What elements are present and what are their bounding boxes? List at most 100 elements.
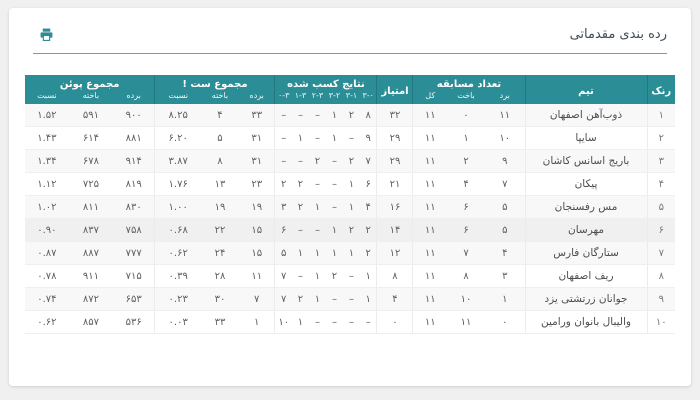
cell-score: ۳۲ [376, 104, 413, 127]
table-row: ۱۰ والیبال بانوان ورامین ۰ ۱۱ ۱۱ ۰– – – –۱ ۱۰ ۱ ۳۳ ۰… [24, 310, 675, 334]
cell-r31: ۱ [342, 195, 360, 219]
cell-team: ریف اصفهان [524, 264, 647, 288]
header-result-3-0: ۳-۰ [359, 91, 377, 104]
cell-r13: – [291, 104, 309, 127]
cell-total: ۱۱ [412, 126, 447, 150]
cell-r30: ۷ [359, 149, 377, 173]
cell-r32: ۲ [325, 264, 343, 288]
cell-r23: – [308, 310, 326, 334]
cell-rank: ۶ [646, 218, 675, 242]
table-row: ۹ جوانان زرتشتی یزد ۱ ۱۰ ۱۱ ۴ ۱– –۱ ۲ ۷ ۷ ۳۰ ۰.۲۳ ۶۵۳… [24, 287, 675, 311]
cell-r23: ۱ [308, 287, 326, 311]
cell-score: ۰ [376, 310, 413, 334]
header-sets-lost: باخته [200, 91, 239, 104]
cell-team: جوانان زرتشتی یزد [524, 287, 647, 311]
cell-sets_ratio: ۰.۳۹ [154, 264, 201, 288]
cell-win: ۹ [485, 149, 525, 173]
cell-loss: ۸ [447, 264, 485, 288]
cell-r03: ۷ [274, 287, 292, 311]
cell-r13: – [291, 149, 309, 173]
cell-r03: ۵ [274, 241, 292, 265]
cell-r32: ۱ [325, 218, 343, 242]
cell-pts_lost: ۵۹۱ [68, 104, 113, 127]
header-score: امتیاز [376, 75, 413, 104]
cell-total: ۱۱ [412, 104, 447, 127]
cell-pts_ratio: ۰.۷۸ [24, 264, 69, 288]
cell-loss: ۲ [447, 149, 485, 173]
cell-rank: ۱ [646, 104, 675, 127]
cell-pts_lost: ۸۵۷ [68, 310, 113, 334]
standings-table: رنک تیم تعداد مسابقه امتیاز نتایج کسب شد… [24, 75, 675, 334]
cell-total: ۱۱ [412, 287, 447, 311]
header-matches-group: تعداد مسابقه [412, 75, 525, 91]
cell-sets_ratio: ۰.۰۳ [154, 310, 201, 334]
cell-r32: ۱ [325, 104, 343, 127]
cell-team: پیکان [524, 172, 647, 196]
cell-rank: ۳ [646, 149, 675, 173]
cell-r30: ۸ [359, 104, 377, 127]
cell-pts_won: ۷۷۷ [112, 241, 155, 265]
cell-r03: ۷ [274, 264, 292, 288]
standings-body: ۱ ذوب‌آهن اصفهان ۱۱ ۰ ۱۱ ۳۲ ۸ ۲ ۱– – –۳۳ ۴ ۸.۲۵ ۹۰۰ ۵۹… [24, 104, 675, 334]
cell-rank: ۸ [646, 264, 675, 288]
cell-loss: ۱ [447, 126, 485, 150]
cell-sets_won: ۷ [238, 287, 275, 311]
cell-pts_won: ۸۳۰ [112, 195, 155, 219]
cell-r13: ۲ [291, 195, 309, 219]
cell-score: ۸ [376, 264, 413, 288]
cell-r23: – [308, 104, 326, 127]
cell-pts_won: ۵۳۶ [112, 310, 155, 334]
header-results-group: نتایج کسب شده [274, 75, 377, 91]
cell-pts_won: ۶۵۳ [112, 287, 155, 311]
cell-pts_won: ۸۸۱ [112, 126, 155, 150]
cell-total: ۱۱ [412, 195, 447, 219]
table-row: ۳ باریج اسانس کاشان ۹ ۲ ۱۱ ۲۹ ۷ ۲–۲– –۳۱ ۸ ۳.۸۷ ۹۱۴… [24, 149, 675, 173]
cell-sets_lost: ۱۹ [200, 195, 239, 219]
cell-pts_lost: ۸۷۲ [68, 287, 113, 311]
cell-sets_ratio: ۳.۸۷ [154, 149, 201, 173]
print-button[interactable] [37, 25, 56, 44]
cell-total: ۱۱ [412, 172, 447, 196]
cell-pts_ratio: ۰.۹۰ [24, 218, 69, 242]
cell-r32: ۱ [325, 241, 343, 265]
cell-r30: ۱ [359, 287, 377, 311]
cell-sets_ratio: ۰.۶۲ [154, 241, 201, 265]
header-points-lost: باخته [68, 91, 113, 104]
cell-pts_ratio: ۱.۵۲ [24, 104, 69, 127]
cell-r23: ۲ [308, 149, 326, 173]
cell-r03: ۳ [274, 195, 292, 219]
cell-sets_ratio: ۰.۲۳ [154, 287, 201, 311]
cell-r32: – [325, 195, 343, 219]
cell-r23: ۱ [308, 264, 326, 288]
header-result-0-3: ۰-۳ [274, 91, 292, 104]
cell-total: ۱۱ [412, 149, 447, 173]
header-points-ratio: نسبت [24, 91, 69, 104]
cell-sets_won: ۳۱ [238, 126, 275, 150]
cell-total: ۱۱ [412, 241, 447, 265]
cell-sets_lost: ۴ [200, 104, 239, 127]
header-team: تیم [524, 75, 647, 104]
header-result-2-3: ۲-۳ [308, 91, 326, 104]
cell-win: ۷ [485, 172, 525, 196]
cell-pts_ratio: ۰.۶۲ [24, 310, 69, 334]
cell-r30: ۴ [359, 195, 377, 219]
header-sets-ratio: نسبت [154, 91, 201, 104]
cell-rank: ۴ [646, 172, 675, 196]
header-sets-group: مجموع ست ! [154, 75, 275, 91]
header-result-1-3: ۱-۳ [291, 91, 309, 104]
cell-r30: – [359, 310, 377, 334]
cell-rank: ۲ [646, 126, 675, 150]
cell-sets_ratio: ۸.۲۵ [154, 104, 201, 127]
cell-pts_ratio: ۱.۱۲ [24, 172, 69, 196]
cell-score: ۲۹ [376, 126, 413, 150]
cell-total: ۱۱ [412, 264, 447, 288]
header-points-won: برده [112, 91, 155, 104]
cell-r30: ۶ [359, 172, 377, 196]
cell-sets_ratio: ۱.۷۶ [154, 172, 201, 196]
table-row: ۴ پیکان ۷ ۴ ۱۱ ۲۱ ۶ ۱– –۲ ۲ ۲۳ ۱۳ ۱.۷۶ ۸۱۹ ۷۲۵ ۱.۱۲ [24, 172, 675, 196]
cell-r31: ۲ [342, 104, 360, 127]
cell-pts_ratio: ۱.۴۳ [24, 126, 69, 150]
cell-r30: ۱ [359, 264, 377, 288]
cell-r03: – [274, 126, 292, 150]
cell-r03: ۲ [274, 172, 292, 196]
